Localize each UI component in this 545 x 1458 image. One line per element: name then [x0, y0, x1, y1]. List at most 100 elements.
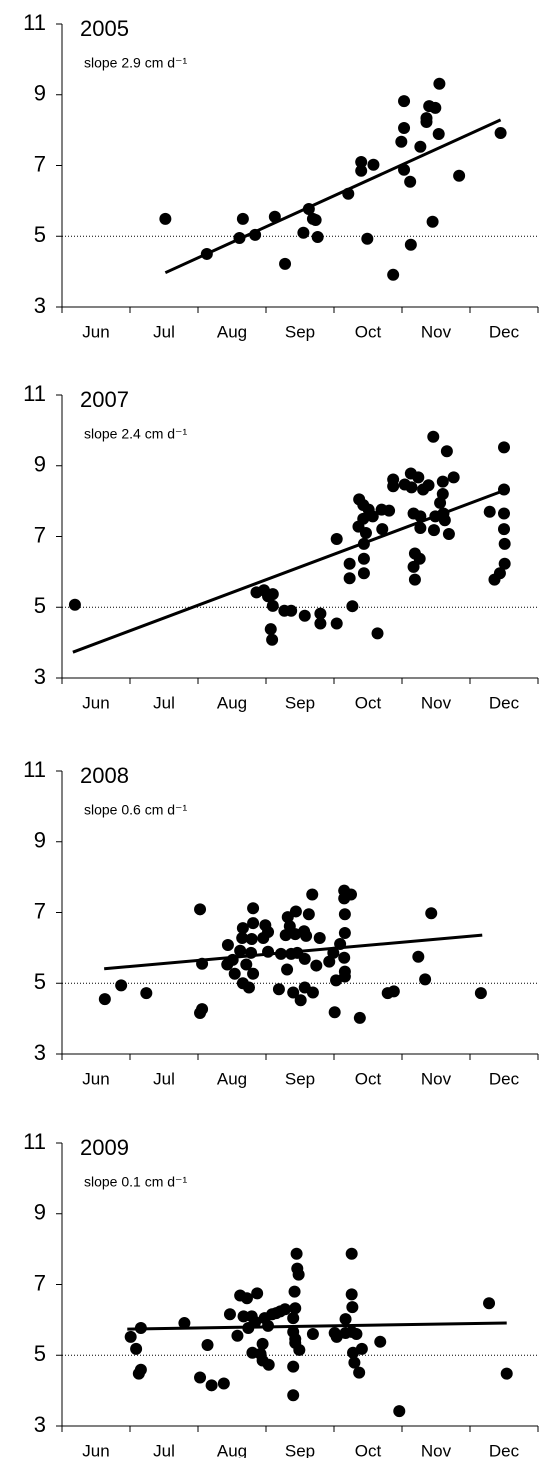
x-tick-label: Jun [82, 322, 109, 341]
point [313, 931, 326, 944]
point [287, 1325, 300, 1338]
y-tick-label: 9 [34, 828, 46, 853]
point [474, 987, 487, 1000]
point [407, 560, 420, 573]
trend-line [72, 489, 505, 654]
point [345, 1288, 358, 1301]
point [302, 908, 315, 921]
x-tick-label: Jul [153, 1069, 175, 1088]
x-tick-label: Aug [217, 1069, 247, 1088]
point [115, 979, 128, 992]
y-tick-label: 11 [23, 757, 46, 782]
point [281, 963, 294, 976]
point [359, 526, 372, 539]
point [398, 122, 411, 135]
point [287, 986, 300, 999]
point [240, 958, 253, 971]
x-tick-label: Dec [489, 1441, 520, 1458]
point [393, 1405, 406, 1418]
point [413, 552, 426, 565]
y-tick-label: 3 [34, 293, 46, 318]
point [412, 471, 425, 484]
point [376, 523, 389, 536]
x-tick-label: Jul [153, 1441, 175, 1458]
point [287, 1360, 300, 1373]
point [288, 1285, 301, 1298]
panel-title: 2008 [80, 763, 129, 788]
point [300, 929, 313, 942]
point [493, 567, 506, 580]
point [398, 95, 411, 108]
x-tick-label: Nov [421, 1069, 452, 1088]
point [345, 1247, 358, 1260]
y-tick-label: 11 [23, 381, 46, 406]
point [266, 588, 279, 601]
point [330, 617, 343, 630]
x-tick-label: Nov [421, 1441, 452, 1458]
point [201, 1338, 214, 1351]
point [357, 567, 370, 580]
y-tick-label: 5 [34, 222, 46, 247]
point [339, 1313, 352, 1326]
trend-line [164, 118, 502, 275]
panel-title: 2009 [80, 1135, 129, 1160]
point [425, 907, 438, 920]
x-tick-label: Oct [355, 693, 382, 712]
point [353, 1366, 366, 1379]
point [134, 1363, 147, 1376]
point [357, 552, 370, 565]
point [422, 479, 435, 492]
point [240, 1292, 253, 1305]
point [287, 1389, 300, 1402]
point [357, 512, 370, 525]
point [432, 128, 445, 141]
point [498, 557, 511, 570]
point [256, 1337, 269, 1350]
point [266, 599, 279, 612]
point [279, 257, 292, 270]
point [429, 101, 442, 114]
point [328, 1006, 341, 1019]
point [98, 993, 111, 1006]
point [247, 902, 260, 915]
point [374, 1335, 387, 1348]
point [228, 967, 241, 980]
x-tick-label: Nov [421, 322, 452, 341]
point [314, 607, 327, 620]
point [338, 908, 351, 921]
point [494, 126, 507, 139]
point [414, 140, 427, 153]
point [383, 504, 396, 517]
point [289, 905, 302, 918]
point [343, 557, 356, 570]
x-tick-label: Dec [489, 1069, 520, 1088]
point [498, 537, 511, 550]
point [361, 232, 374, 245]
point [266, 633, 279, 646]
x-tick-label: Oct [355, 1441, 382, 1458]
point [387, 268, 400, 281]
x-tick-label: Jul [153, 322, 175, 341]
point [194, 1371, 207, 1384]
y-tick-label: 7 [34, 522, 46, 547]
point [140, 987, 153, 1000]
point [247, 917, 260, 930]
point [262, 925, 275, 938]
point [366, 510, 379, 523]
y-tick-label: 11 [23, 10, 46, 35]
point [330, 532, 343, 545]
y-tick-label: 3 [34, 664, 46, 689]
point [272, 983, 285, 996]
point [223, 1308, 236, 1321]
point [345, 888, 357, 901]
slope-annotation: slope 0.1 cm d⁻¹ [84, 1174, 187, 1190]
point [387, 480, 400, 493]
point [408, 573, 421, 586]
point [236, 931, 249, 944]
point [279, 1303, 292, 1316]
point [405, 481, 418, 494]
slope-annotation: slope 2.9 cm d⁻¹ [84, 55, 187, 71]
point [442, 528, 455, 541]
point [314, 617, 327, 630]
y-tick-label: 11 [23, 1129, 46, 1154]
